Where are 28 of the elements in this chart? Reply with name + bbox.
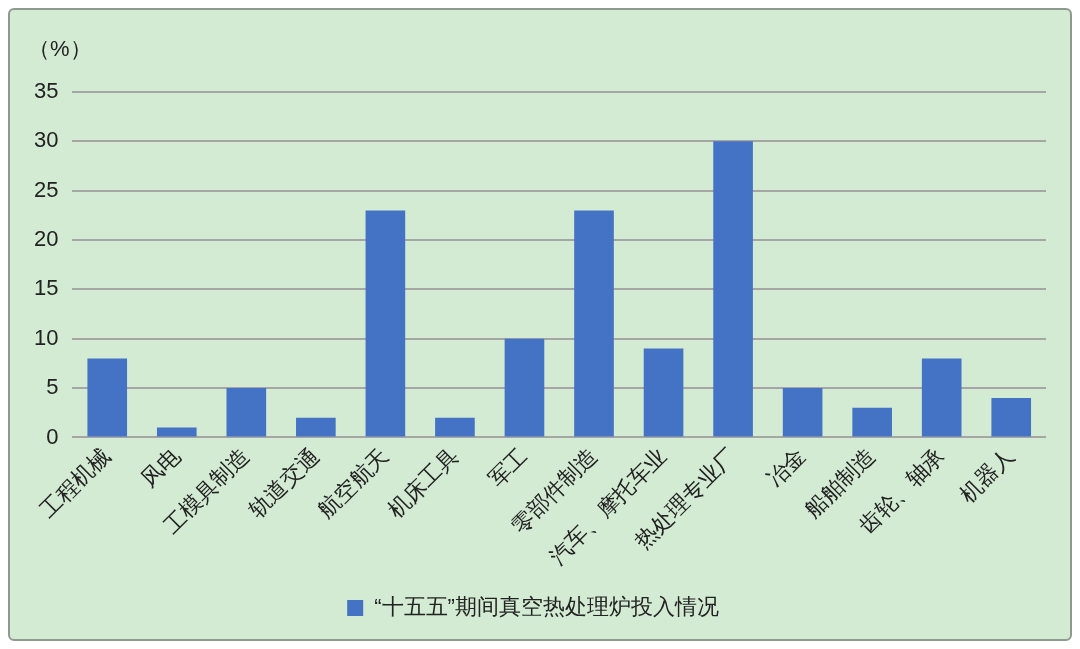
bar	[991, 397, 1032, 437]
bar	[365, 210, 406, 437]
bar	[87, 358, 128, 437]
y-tick-label: 20	[33, 226, 59, 252]
legend-label: “十五五”期间真空热处理炉投入情况	[374, 594, 719, 620]
bar	[435, 417, 475, 437]
x-tick-label: 军工	[483, 442, 533, 492]
x-tick-label: 机器人	[954, 442, 1020, 508]
bar	[156, 427, 197, 437]
bar	[574, 210, 614, 437]
bar	[782, 388, 823, 437]
y-tick-label: 30	[33, 127, 59, 153]
y-tick-label: 10	[33, 324, 59, 350]
x-tick-label: 风电	[135, 442, 185, 492]
bar	[921, 358, 962, 437]
bar	[226, 388, 267, 437]
y-tick-label: 35	[33, 78, 59, 104]
y-axis-title: （%）	[28, 36, 92, 62]
bar	[852, 407, 892, 437]
bar	[713, 141, 753, 437]
x-tick-label: 冶金	[761, 442, 811, 492]
y-tick-label: 5	[46, 374, 59, 400]
y-tick-label: 15	[33, 275, 59, 301]
y-tick-label: 25	[33, 176, 59, 202]
bar	[643, 348, 684, 437]
y-tick-label: 0	[46, 423, 59, 449]
bar	[296, 417, 336, 437]
bar	[504, 338, 545, 437]
